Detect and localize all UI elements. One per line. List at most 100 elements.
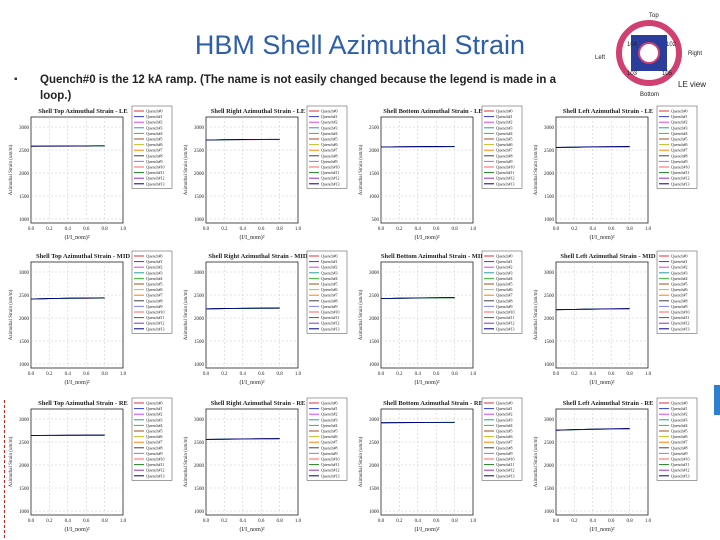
plot-frame — [380, 261, 474, 369]
y-axis-label: Azimuthal Strain (um/m) — [184, 436, 189, 487]
y-axis-label: Azimuthal Strain (um/m) — [534, 289, 539, 340]
legend-entry: Quench#1 — [671, 114, 687, 119]
legend-entry: Quench#9 — [496, 159, 512, 164]
legend-entry: Quench#10 — [146, 457, 164, 462]
legend-entry: Quench#1 — [671, 259, 687, 264]
legend-entry: Quench#12 — [496, 176, 514, 181]
legend-entry: Quench#10 — [321, 457, 339, 462]
y-tick-label: 2000 — [369, 317, 380, 322]
legend-entry: Quench#10 — [496, 310, 514, 315]
legend-entry: Quench#10 — [146, 310, 164, 315]
legend-entry: Quench#10 — [496, 165, 514, 170]
chart-legend: Quench#0Quench#1Quench#2Quench#3Quench#4… — [131, 250, 173, 334]
y-axis-label: Azimuthal Strain (um/m) — [9, 289, 14, 340]
legend-box — [306, 105, 348, 189]
y-tick-label: 3000 — [194, 126, 205, 131]
legend-entry: Quench#12 — [146, 321, 164, 326]
y-tick-label: 2500 — [19, 441, 30, 446]
legend-entry: Quench#5 — [146, 429, 162, 434]
chart-title: Shell Bottom Azimuthal Strain - MID — [381, 253, 485, 260]
chart-title: Shell Bottom Azimuthal Strain - LE — [383, 108, 483, 115]
y-tick-label: 2000 — [19, 464, 30, 469]
chart-legend: Quench#0Quench#1Quench#2Quench#3Quench#4… — [656, 397, 698, 481]
legend-entry: Quench#4 — [496, 276, 512, 281]
legend-entry: Quench#1 — [671, 406, 687, 411]
y-tick-label: 2000 — [194, 317, 205, 322]
legend-entry: Quench#12 — [671, 176, 689, 181]
bore-circle — [638, 42, 660, 64]
legend-entry: Quench#3 — [671, 125, 687, 130]
legend-entry: Quench#7 — [671, 440, 687, 445]
legend-entry: Quench#12 — [321, 176, 339, 181]
chart-legend: Quench#0Quench#1Quench#2Quench#3Quench#4… — [306, 250, 348, 334]
y-tick-label: 2500 — [369, 441, 380, 446]
x-tick-label: 0.8 — [626, 519, 633, 524]
x-tick-label: 0.0 — [203, 519, 210, 524]
y-tick-label: 2500 — [544, 441, 555, 446]
x-tick-label: 0.4 — [415, 519, 422, 524]
legend-entry: Quench#13 — [671, 326, 689, 331]
legend-entry: Quench#12 — [146, 468, 164, 473]
y-tick-label: 2500 — [194, 149, 205, 154]
x-tick-label: 0.8 — [626, 372, 633, 377]
legend-entry: Quench#10 — [671, 165, 689, 170]
x-axis-label: (I/I_nom)² — [414, 234, 439, 241]
strain-chart-panel: 3000 2500 2000 1500 1000 0.0 0.2 0.4 0.6 0.8 1.0 Sh… — [355, 248, 530, 390]
y-tick-label: 2500 — [194, 441, 205, 446]
legend-entry: Quench#12 — [321, 468, 339, 473]
legend-entry: Quench#4 — [671, 131, 687, 136]
strain-chart-panel: 3000 2500 2000 1500 1000 0.0 0.2 0.4 0.6 0.8 1.0 Sh… — [530, 248, 705, 390]
legend-entry: Quench#12 — [496, 321, 514, 326]
legend-entry: Quench#4 — [321, 131, 337, 136]
strain-chart-panel: 3000 2500 2000 1500 1000 0.0 0.2 0.4 0.6 0.8 1.0 Sh… — [180, 395, 355, 537]
y-axis-label: Azimuthal Strain (um/m) — [9, 144, 14, 195]
legend-entry: Quench#2 — [146, 265, 162, 270]
strain-chart-panel: 3000 2500 2000 1500 1000 0.0 0.2 0.4 0.6 0.8 1.0 Sh… — [355, 395, 530, 537]
y-tick-label: 1000 — [19, 218, 30, 223]
legend-entry: Quench#3 — [146, 270, 162, 275]
quench-series-line — [205, 138, 280, 141]
y-tick-label: 2500 — [19, 149, 30, 154]
x-tick-label: 0.6 — [258, 227, 265, 232]
strain-chart-panel: 3000 2500 2000 1500 1000 0.0 0.2 0.4 0.6 0.8 1.0 Sh… — [180, 103, 355, 245]
legend-entry: Quench#7 — [671, 148, 687, 153]
legend-entry: Quench#8 — [321, 153, 337, 158]
x-tick-label: 0.8 — [626, 227, 633, 232]
x-tick-label: 0.2 — [46, 519, 53, 524]
legend-entry: Quench#5 — [496, 429, 512, 434]
chart-title: Shell Left Azimuthal Strain - MID — [560, 253, 655, 260]
legend-box — [481, 105, 523, 189]
y-tick-label: 1000 — [19, 510, 30, 515]
x-tick-label: 1.0 — [645, 227, 652, 232]
legend-entry: Quench#6 — [146, 142, 162, 147]
quench-series-line — [380, 421, 455, 424]
legend-entry: Quench#11 — [671, 462, 689, 467]
y-tick-label: 3000 — [544, 418, 555, 423]
legend-box — [656, 105, 698, 189]
legend-entry: Quench#10 — [321, 310, 339, 315]
legend-entry: Quench#2 — [496, 412, 512, 417]
x-axis-label: (I/I_nom)² — [589, 234, 614, 241]
chart-legend: Quench#0Quench#1Quench#2Quench#3Quench#4… — [306, 105, 348, 189]
legend-entry: Quench#2 — [496, 265, 512, 270]
y-tick-label: 500 — [372, 218, 380, 223]
page-title: HBM Shell Azimuthal Strain — [194, 30, 526, 60]
legend-entry: Quench#5 — [146, 282, 162, 287]
y-tick-label: 3000 — [194, 271, 205, 276]
x-tick-label: 0.4 — [240, 519, 247, 524]
x-tick-label: 0.2 — [396, 227, 403, 232]
x-tick-label: 0.0 — [553, 372, 560, 377]
y-tick-label: 3000 — [194, 418, 205, 423]
quench-series-line — [555, 308, 630, 311]
strain-chart: 3000 2500 2000 1500 1000 0.0 0.2 0.4 0.6 0.8 1.0 Sh… — [534, 397, 698, 533]
legend-entry: Quench#0 — [671, 401, 687, 406]
plot-frame — [205, 408, 299, 516]
plot-frame — [555, 261, 649, 369]
gauge-label-103: 103 — [627, 71, 638, 77]
strain-chart: 3000 2500 2000 1500 1000 0.0 0.2 0.4 0.6 0.8 1.0 Sh… — [359, 397, 523, 533]
y-tick-label: 1500 — [544, 487, 555, 492]
legend-entry: Quench#6 — [671, 434, 687, 439]
diagram-label-right: Right — [688, 51, 702, 57]
legend-entry: Quench#2 — [671, 120, 687, 125]
x-tick-label: 0.8 — [451, 227, 458, 232]
